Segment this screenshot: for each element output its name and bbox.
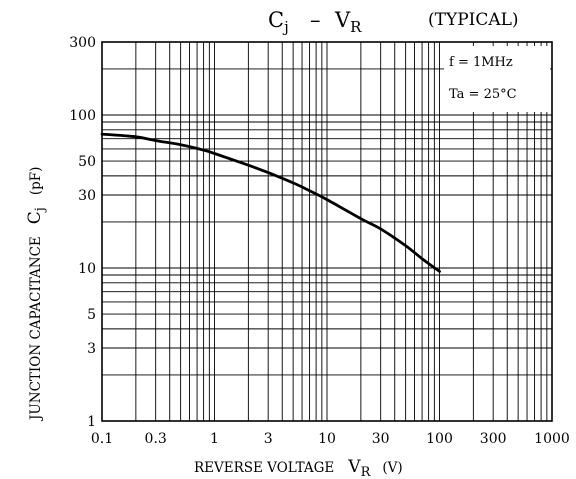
x-axis-label: REVERSE VOLTAGE VR (V) [194,457,403,479]
grid-lines [102,42,552,421]
x-tick-label: 10 [318,431,336,447]
x-tick-label: 1 [210,431,219,447]
conditions-background [444,46,550,112]
curve-layer [100,132,441,273]
x-tick-label: 3 [264,431,273,447]
conditions-legend: f = 1MHz Ta = 25°C [449,55,517,102]
chart-title: Cj – VR (TYPICAL) [268,8,519,36]
title-symbol-v: VR [334,8,362,36]
x-tick-label: 0.1 [91,431,113,447]
x-tick-labels: 0.1 0.3 1 3 10 30 100 300 1000 [91,431,570,447]
y-tick-label: 300 [69,35,96,51]
y-tick-label: 30 [78,188,96,204]
y-tick-label: 10 [78,261,96,277]
condition-temperature: Ta = 25°C [449,87,517,102]
y-tick-label: 100 [69,108,96,124]
x-tick-label: 30 [372,431,390,447]
title-symbol-c: Cj [268,8,289,36]
y-tick-labels: 1 3 5 10 30 50 100 300 [69,35,96,430]
x-tick-label: 0.3 [145,431,167,447]
y-tick-label: 50 [78,154,96,170]
title-dash: – [310,8,321,32]
x-tick-label: 100 [426,431,453,447]
x-tick-label: 300 [480,431,507,447]
x-tick-label: 1000 [534,431,570,447]
capacitance-curve [100,132,441,273]
y-tick-label: 3 [87,341,96,357]
y-axis-label: JUNCTION CAPACITANCECj(pF) [25,167,48,422]
y-tick-label: 5 [87,307,96,323]
title-typical-note: (TYPICAL) [428,10,519,30]
y-tick-label: 1 [87,414,96,430]
condition-frequency: f = 1MHz [449,55,513,70]
plot-frame [101,41,553,422]
